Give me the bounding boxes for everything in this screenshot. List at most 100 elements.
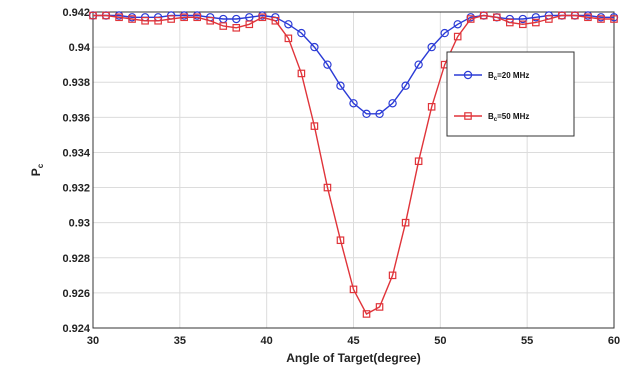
legend-label-sub: c: [494, 117, 498, 123]
data-point: [271, 16, 280, 25]
data-point: [232, 24, 241, 32]
data-point: [297, 69, 306, 78]
y-tick-label: 0.936: [62, 112, 90, 124]
data-point: [323, 183, 332, 192]
data-point: [558, 11, 566, 20]
legend-label-rest: =20 MHz: [497, 71, 529, 80]
data-point: [531, 13, 541, 22]
y-axis-label: Pc: [29, 163, 45, 176]
plot-area-frame: [92, 11, 615, 329]
data-point: [297, 28, 306, 38]
data-point: [336, 81, 345, 90]
data-point: [375, 109, 384, 119]
data-point: [427, 102, 436, 111]
data-point: [245, 20, 254, 29]
x-tick-label: 30: [87, 335, 99, 347]
legend-label-main: B: [488, 71, 494, 80]
y-tick-label: 0.938: [62, 77, 90, 89]
data-point: [89, 11, 97, 20]
data-point: [310, 42, 319, 52]
y-tick-label: 0.932: [62, 183, 90, 195]
data-point: [414, 157, 423, 166]
y-axis-label-sub: c: [36, 163, 45, 168]
data-point: [532, 18, 540, 27]
data-point: [414, 60, 423, 69]
x-axis-label: Angle of Target(degree): [286, 351, 420, 365]
x-tick-label: 60: [608, 335, 620, 347]
data-point: [128, 15, 136, 23]
data-point: [453, 32, 462, 41]
data-point: [362, 310, 371, 318]
data-point: [440, 28, 449, 38]
y-tick-label: 0.942: [62, 7, 90, 19]
data-point: [401, 218, 410, 227]
y-tick-label: 0.924: [62, 323, 90, 335]
series-layer: [88, 11, 619, 318]
data-point: [610, 15, 618, 23]
legend-marker: [463, 70, 473, 80]
axis-ticks: 30 35 40 45 50 55 60 0.924 0.926 0.928 0.93 0.932 0.…: [62, 7, 620, 347]
y-tick-label: 0.93: [69, 218, 90, 230]
y-tick-label: 0.928: [62, 253, 90, 265]
data-point: [167, 15, 175, 23]
data-point: [427, 42, 436, 52]
data-point: [506, 18, 514, 27]
data-point: [492, 13, 501, 22]
data-point: [310, 122, 319, 130]
y-tick-label: 0.926: [62, 288, 90, 300]
x-tick-label: 50: [434, 335, 446, 347]
y-tick-label: 0.94: [69, 42, 91, 54]
data-point: [349, 285, 358, 294]
series-line: [93, 14, 614, 315]
data-point: [571, 11, 579, 20]
data-point: [284, 20, 293, 29]
data-point: [349, 99, 358, 108]
legend-label-sub: c: [494, 76, 498, 82]
legend-label-rest: =50 MHz: [497, 112, 529, 121]
data-point: [453, 20, 462, 29]
data-point: [336, 236, 345, 245]
data-point: [154, 16, 162, 25]
data-point: [584, 13, 592, 22]
data-point: [219, 22, 228, 30]
legend-label: Bc=50 MHz: [488, 112, 529, 123]
data-point: [519, 20, 527, 29]
data-point: [115, 13, 123, 22]
data-point: [401, 81, 410, 90]
data-point: [258, 13, 267, 22]
data-point: [545, 15, 553, 23]
y-axis-label-main: P: [29, 168, 43, 176]
x-tick-label: 55: [521, 335, 533, 347]
data-point: [518, 14, 528, 24]
data-point: [102, 11, 110, 20]
x-tick-label: 45: [347, 335, 359, 347]
data-point: [375, 303, 384, 311]
data-point: [232, 14, 241, 24]
legend-item-2: Bc=50 MHz: [454, 112, 529, 123]
data-point: [388, 99, 397, 108]
series-line: [93, 14, 614, 115]
x-tick-label: 40: [261, 335, 273, 347]
data-point: [193, 13, 202, 22]
data-point: [466, 15, 475, 23]
data-point: [141, 16, 149, 25]
data-point: [479, 11, 488, 20]
x-tick-label: 35: [174, 335, 186, 347]
y-tick-label: 0.934: [62, 147, 90, 159]
data-point: [284, 34, 293, 43]
legend-marker: [464, 112, 472, 120]
legend-label-main: B: [488, 112, 494, 121]
data-point: [180, 13, 188, 22]
data-point: [597, 15, 605, 23]
data-point: [388, 271, 397, 280]
data-point: [362, 109, 371, 119]
data-point: [323, 60, 332, 69]
legend-label: Bc=20 MHz: [488, 71, 529, 82]
data-point: [206, 16, 215, 25]
series-2: [89, 11, 618, 318]
legend-box: [446, 51, 575, 137]
legend-item-1: Bc=20 MHz: [454, 70, 529, 82]
